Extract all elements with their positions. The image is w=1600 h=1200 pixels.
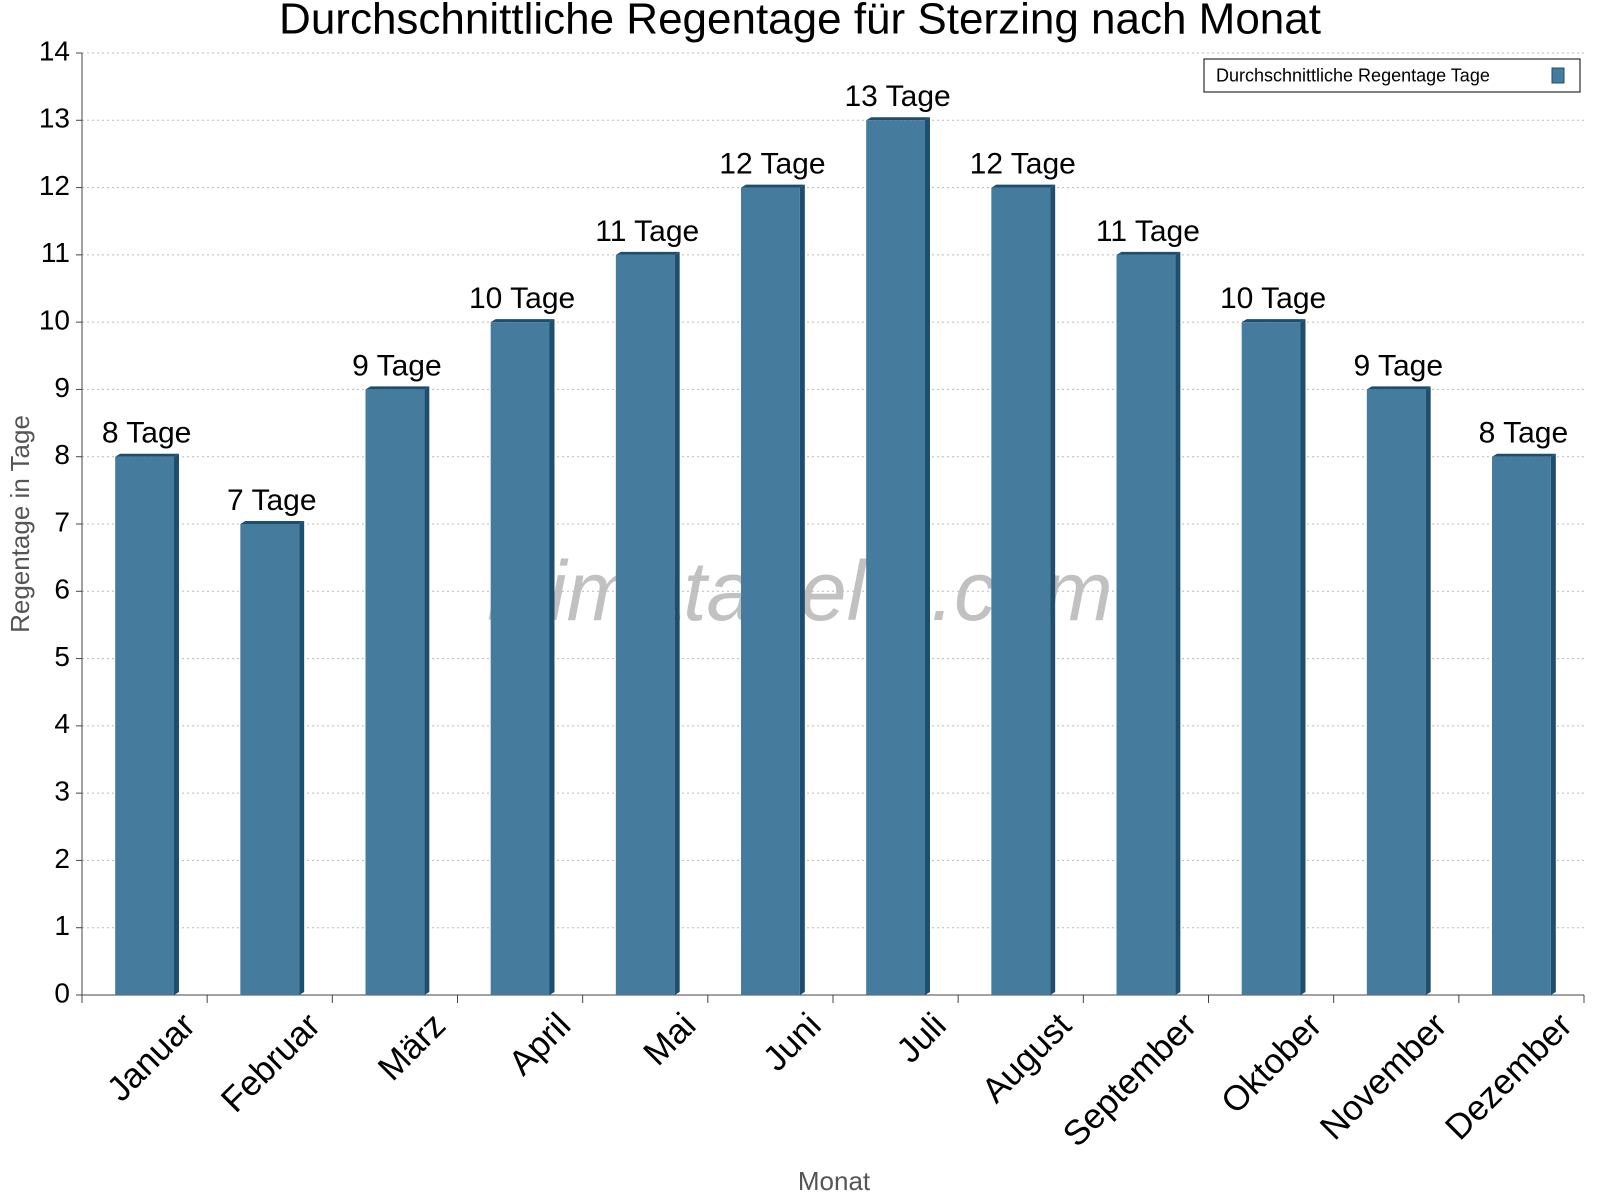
data-label: 13 Tage — [844, 80, 950, 113]
data-label: 8 Tage — [102, 417, 192, 450]
bar — [866, 120, 925, 996]
y-tick-label: 9 — [54, 372, 70, 403]
bar — [1366, 389, 1426, 995]
bar-side — [1300, 319, 1306, 996]
bar-top — [1116, 251, 1181, 255]
y-tick-label: 8 — [54, 439, 70, 470]
data-label: 10 Tage — [469, 282, 575, 315]
bar — [741, 187, 800, 996]
x-axis-label: Monat — [798, 1166, 871, 1196]
y-axis-label: Regentage in Tage — [5, 415, 35, 633]
bar — [1241, 322, 1301, 996]
bar — [240, 524, 300, 995]
y-tick-label: 12 — [39, 170, 70, 201]
bar-side — [1425, 386, 1431, 995]
y-tick-label: 4 — [54, 708, 70, 739]
bar-side — [173, 453, 179, 995]
bar-top — [866, 117, 930, 121]
bar — [991, 187, 1051, 996]
legend-box — [1203, 58, 1581, 93]
bar-side — [299, 521, 305, 995]
bar-top — [991, 184, 1056, 188]
legend-swatch — [1551, 67, 1565, 84]
bar-side — [1550, 453, 1556, 995]
bar-top — [1366, 386, 1431, 390]
bar-side — [1175, 251, 1181, 995]
y-tick-label: 11 — [41, 237, 70, 268]
data-label: 12 Tage — [719, 147, 825, 180]
y-tick-label: 14 — [39, 35, 70, 66]
y-tick-label: 0 — [54, 977, 70, 1008]
bar-side — [799, 184, 805, 996]
y-tick-label: 2 — [54, 843, 70, 874]
legend-label: Durchschnittliche Regentage Tage — [1216, 65, 1490, 85]
bar-side — [674, 251, 680, 995]
y-tick-label: 10 — [39, 305, 70, 336]
bar — [490, 322, 550, 996]
bar — [615, 254, 675, 995]
data-label: 11 Tage — [595, 215, 699, 248]
data-label: 11 Tage — [1096, 215, 1200, 248]
bar-top — [1241, 319, 1306, 323]
bar — [1492, 456, 1551, 995]
bar — [1116, 254, 1176, 995]
bar-top — [1492, 453, 1556, 457]
y-tick-label: 5 — [54, 641, 70, 672]
y-tick-label: 3 — [54, 776, 70, 807]
bar-top — [741, 184, 805, 188]
data-label: 8 Tage — [1479, 417, 1569, 450]
bar-side — [924, 117, 930, 996]
bar-side — [424, 386, 430, 995]
bar — [115, 456, 174, 995]
y-tick-label: 13 — [39, 103, 70, 134]
chart-title: Durchschnittliche Regentage für Sterzing… — [279, 0, 1321, 44]
bar — [365, 389, 425, 995]
y-tick-label: 1 — [54, 910, 70, 941]
bar-side — [1050, 184, 1056, 996]
data-label: 12 Tage — [970, 147, 1076, 180]
bar-top — [365, 386, 430, 390]
y-tick-label: 6 — [54, 574, 70, 605]
data-label: 7 Tage — [227, 484, 317, 517]
bar-top — [490, 319, 555, 323]
data-label: 9 Tage — [1353, 349, 1443, 382]
data-label: 10 Tage — [1220, 282, 1326, 315]
bar-top — [615, 251, 680, 255]
y-tick-label: 7 — [54, 506, 70, 537]
bar-top — [240, 521, 305, 524]
data-label: 9 Tage — [352, 349, 442, 382]
bar-top — [115, 453, 179, 457]
bar-side — [549, 319, 555, 996]
